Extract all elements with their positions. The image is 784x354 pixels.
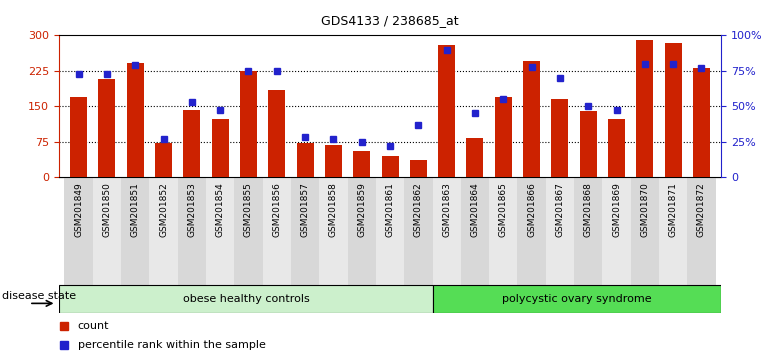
Bar — [665, 44, 681, 177]
Bar — [155, 143, 172, 177]
Text: percentile rank within the sample: percentile rank within the sample — [78, 340, 266, 350]
Bar — [240, 71, 257, 177]
Bar — [291, 177, 319, 285]
Bar — [546, 177, 574, 285]
Text: GSM201870: GSM201870 — [641, 182, 649, 237]
Bar — [127, 63, 143, 177]
Text: GSM201850: GSM201850 — [103, 182, 111, 237]
Bar — [99, 79, 115, 177]
Text: GSM201862: GSM201862 — [414, 182, 423, 237]
Text: GSM201853: GSM201853 — [187, 182, 196, 237]
Bar — [212, 119, 229, 177]
Bar — [434, 285, 721, 313]
Bar — [64, 177, 93, 285]
Bar — [461, 177, 489, 285]
Text: obese healthy controls: obese healthy controls — [183, 294, 310, 304]
Bar — [319, 177, 347, 285]
Bar — [405, 177, 433, 285]
Bar — [121, 177, 150, 285]
Bar — [206, 177, 234, 285]
Text: GSM201858: GSM201858 — [329, 182, 338, 237]
Text: GSM201855: GSM201855 — [244, 182, 253, 237]
Text: GSM201857: GSM201857 — [300, 182, 310, 237]
Bar — [495, 97, 512, 177]
Text: GSM201852: GSM201852 — [159, 182, 168, 237]
Bar — [693, 68, 710, 177]
Bar — [347, 177, 376, 285]
Text: GSM201863: GSM201863 — [442, 182, 451, 237]
Bar — [325, 145, 342, 177]
Text: GSM201849: GSM201849 — [74, 182, 83, 237]
Bar — [433, 177, 461, 285]
Bar — [517, 177, 546, 285]
Text: GSM201868: GSM201868 — [584, 182, 593, 237]
Text: GSM201865: GSM201865 — [499, 182, 508, 237]
Bar — [263, 177, 291, 285]
Bar — [659, 177, 688, 285]
Text: GSM201859: GSM201859 — [358, 182, 366, 237]
Bar — [637, 40, 653, 177]
Bar — [602, 177, 630, 285]
Text: GSM201867: GSM201867 — [555, 182, 564, 237]
Bar — [630, 177, 659, 285]
Text: GSM201861: GSM201861 — [386, 182, 394, 237]
Bar — [608, 119, 625, 177]
Bar — [354, 151, 370, 177]
Bar — [296, 143, 314, 177]
Bar — [376, 177, 405, 285]
Bar — [410, 160, 426, 177]
Bar — [150, 177, 178, 285]
Bar — [268, 90, 285, 177]
Text: GSM201869: GSM201869 — [612, 182, 621, 237]
Text: GSM201866: GSM201866 — [527, 182, 536, 237]
Bar — [466, 138, 484, 177]
Bar — [70, 97, 87, 177]
Bar — [523, 61, 540, 177]
Text: GDS4133 / 238685_at: GDS4133 / 238685_at — [321, 14, 459, 27]
Bar — [688, 177, 716, 285]
Bar — [579, 111, 597, 177]
Bar — [489, 177, 517, 285]
Text: GSM201871: GSM201871 — [669, 182, 677, 237]
Bar — [183, 109, 201, 177]
Bar — [382, 156, 398, 177]
Text: GSM201864: GSM201864 — [470, 182, 480, 237]
Text: GSM201851: GSM201851 — [131, 182, 140, 237]
Bar — [93, 177, 121, 285]
Text: GSM201856: GSM201856 — [272, 182, 281, 237]
Text: polycystic ovary syndrome: polycystic ovary syndrome — [503, 294, 652, 304]
Text: GSM201854: GSM201854 — [216, 182, 225, 237]
Text: GSM201872: GSM201872 — [697, 182, 706, 237]
Bar — [59, 285, 434, 313]
Bar — [574, 177, 602, 285]
Bar — [234, 177, 263, 285]
Bar — [178, 177, 206, 285]
Bar — [551, 99, 568, 177]
Text: disease state: disease state — [2, 291, 76, 301]
Text: count: count — [78, 321, 109, 331]
Bar — [438, 45, 456, 177]
